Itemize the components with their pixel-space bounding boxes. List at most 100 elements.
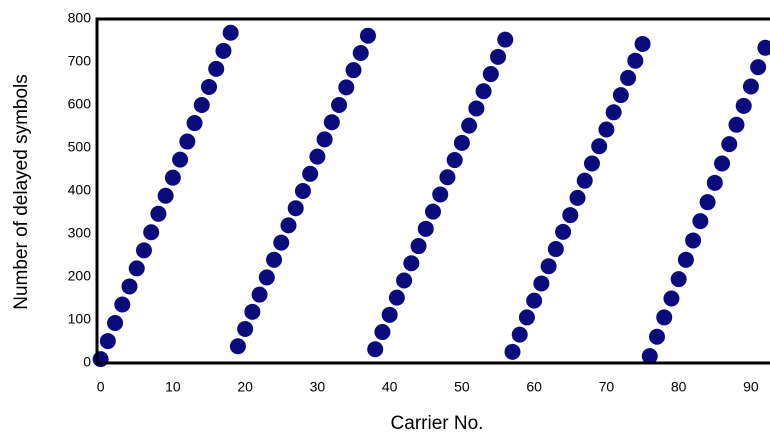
point xyxy=(540,258,557,275)
point xyxy=(569,189,586,206)
point xyxy=(721,136,738,153)
x-tick-label: 90 xyxy=(743,379,759,395)
point xyxy=(714,155,731,172)
point xyxy=(475,83,492,100)
point xyxy=(294,183,311,199)
y-tick-label: 400 xyxy=(68,182,92,198)
point xyxy=(157,187,174,204)
point xyxy=(518,309,535,326)
point xyxy=(670,271,687,288)
point xyxy=(533,275,550,292)
point xyxy=(439,169,456,186)
point xyxy=(244,303,261,320)
point xyxy=(757,39,770,56)
x-tick-label: 30 xyxy=(310,379,326,395)
point xyxy=(706,174,723,191)
point xyxy=(432,186,449,203)
x-tick-label: 10 xyxy=(165,379,181,395)
point xyxy=(388,289,405,306)
point xyxy=(367,341,384,358)
point xyxy=(302,165,319,182)
point xyxy=(663,290,680,307)
point xyxy=(309,148,326,165)
point xyxy=(511,326,528,343)
point xyxy=(555,223,572,240)
point xyxy=(193,97,210,113)
point xyxy=(735,97,752,114)
point xyxy=(99,333,116,350)
point xyxy=(352,44,369,61)
point xyxy=(417,220,434,237)
point xyxy=(374,324,391,341)
point xyxy=(547,241,564,258)
point xyxy=(562,207,579,224)
point xyxy=(237,321,254,338)
y-tick-label: 0 xyxy=(83,354,91,370)
point xyxy=(229,338,246,355)
y-tick-label: 300 xyxy=(68,225,92,241)
point xyxy=(728,116,745,133)
point xyxy=(92,351,109,368)
point xyxy=(490,48,507,65)
point xyxy=(287,200,304,217)
point xyxy=(338,79,355,96)
point xyxy=(222,24,239,41)
point xyxy=(121,278,138,295)
point xyxy=(403,255,420,272)
point xyxy=(280,217,297,234)
point xyxy=(634,35,651,52)
point xyxy=(425,203,441,220)
y-tick-label: 800 xyxy=(68,10,92,26)
x-tick-label: 60 xyxy=(526,379,542,395)
y-tick-label: 100 xyxy=(68,311,92,327)
point xyxy=(612,87,629,104)
point xyxy=(323,114,340,131)
point xyxy=(410,238,427,255)
point xyxy=(208,60,225,77)
point xyxy=(172,151,189,168)
point xyxy=(381,306,398,323)
point xyxy=(526,292,543,309)
point xyxy=(677,251,694,268)
point xyxy=(251,286,268,303)
point xyxy=(114,296,131,313)
point xyxy=(750,59,767,76)
x-axis-title: Carrier No. xyxy=(391,413,484,434)
point xyxy=(627,52,644,69)
point xyxy=(164,169,181,186)
x-tick-label: 70 xyxy=(599,379,615,395)
point xyxy=(135,242,152,259)
point xyxy=(266,251,283,268)
point xyxy=(446,152,463,169)
y-tick-label: 500 xyxy=(68,139,92,155)
point xyxy=(656,309,673,326)
x-tick-label: 80 xyxy=(671,379,687,395)
point xyxy=(620,69,637,86)
point xyxy=(692,213,709,230)
x-tick-label: 50 xyxy=(454,379,470,395)
plot-frame xyxy=(95,17,770,365)
x-tick-label: 40 xyxy=(382,379,398,395)
point xyxy=(641,348,658,365)
point xyxy=(143,224,160,241)
point xyxy=(504,343,521,360)
point xyxy=(598,121,615,138)
point xyxy=(461,117,478,134)
point xyxy=(583,155,600,172)
y-axis-title: Number of delayed symbols xyxy=(11,74,32,310)
point xyxy=(201,78,217,95)
point xyxy=(591,138,608,155)
point xyxy=(150,205,167,222)
point xyxy=(742,78,759,95)
point xyxy=(576,172,593,189)
point xyxy=(482,66,499,83)
point xyxy=(186,115,203,132)
x-tick-label: 0 xyxy=(97,379,105,395)
point xyxy=(685,232,702,249)
point xyxy=(468,100,485,117)
point xyxy=(359,27,376,44)
y-tick-label: 600 xyxy=(68,96,92,112)
point xyxy=(605,104,622,121)
